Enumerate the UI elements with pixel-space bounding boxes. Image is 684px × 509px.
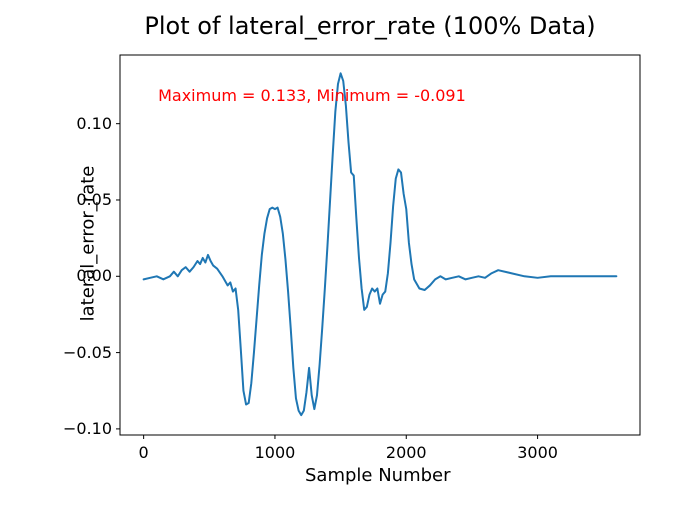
axes-rect [120, 55, 640, 435]
ytick-label: −0.05 [52, 343, 112, 362]
xtick-label: 2000 [376, 443, 436, 462]
ytick-label: 0.05 [52, 190, 112, 209]
annotation-text: Maximum = 0.133, Minimum = -0.091 [158, 86, 466, 105]
xtick-label: 1000 [245, 443, 305, 462]
x-axis-label: Sample Number [305, 465, 451, 486]
figure: Plot of lateral_error_rate (100% Data) M… [0, 0, 684, 509]
yticks [116, 124, 120, 429]
ytick-label: 0.00 [52, 266, 112, 285]
ytick-label: 0.10 [52, 114, 112, 133]
series-line [144, 73, 617, 415]
axes-group [116, 55, 640, 439]
xtick-label: 0 [114, 443, 174, 462]
ytick-label: −0.10 [52, 419, 112, 438]
xticks [144, 435, 538, 439]
xtick-label: 3000 [508, 443, 568, 462]
